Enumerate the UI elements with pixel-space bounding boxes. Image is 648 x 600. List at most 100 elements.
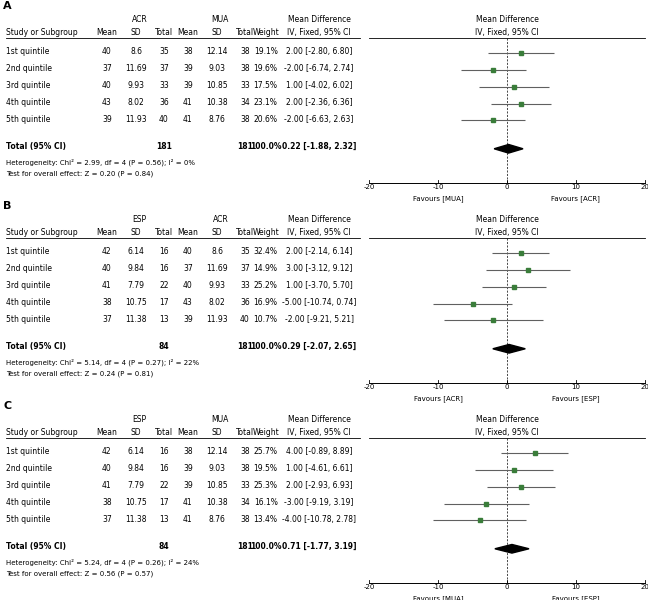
Text: 4th quintile: 4th quintile: [6, 497, 51, 506]
Polygon shape: [494, 145, 523, 153]
Text: 20: 20: [640, 384, 648, 390]
Text: 35: 35: [240, 247, 250, 256]
Text: 9.93: 9.93: [209, 281, 226, 290]
Text: 2.00 [-2.80, 6.80]: 2.00 [-2.80, 6.80]: [286, 47, 353, 56]
Text: 11.38: 11.38: [125, 314, 147, 323]
Text: 39: 39: [183, 481, 193, 490]
Text: 7.79: 7.79: [128, 281, 145, 290]
Text: 33: 33: [159, 81, 169, 90]
Text: SD: SD: [131, 229, 141, 238]
Text: 38: 38: [240, 464, 249, 473]
Text: 38: 38: [183, 47, 192, 56]
Text: 6.14: 6.14: [128, 447, 145, 456]
Text: 40: 40: [102, 464, 112, 473]
Text: MUA: MUA: [212, 16, 229, 25]
Text: 9.03: 9.03: [209, 464, 226, 473]
Text: 20.6%: 20.6%: [253, 115, 278, 124]
Text: 38: 38: [102, 497, 111, 506]
Text: 11.69: 11.69: [125, 64, 147, 73]
Text: 2.00 [-2.14, 6.14]: 2.00 [-2.14, 6.14]: [286, 247, 353, 256]
Text: 37: 37: [183, 264, 193, 273]
Text: Favours [ACR]: Favours [ACR]: [414, 395, 463, 402]
Text: 181: 181: [237, 343, 253, 352]
Text: 3.00 [-3.12, 9.12]: 3.00 [-3.12, 9.12]: [286, 264, 353, 273]
Text: 37: 37: [102, 314, 112, 323]
Text: 4th quintile: 4th quintile: [6, 298, 51, 307]
Text: 0: 0: [505, 184, 509, 190]
Text: 1.00 [-3.70, 5.70]: 1.00 [-3.70, 5.70]: [286, 281, 353, 290]
Text: ACR: ACR: [213, 215, 228, 224]
Text: 38: 38: [102, 298, 111, 307]
Text: 20: 20: [640, 584, 648, 590]
Text: Mean: Mean: [97, 28, 117, 37]
Text: 3rd quintile: 3rd quintile: [6, 481, 51, 490]
Text: -10: -10: [432, 184, 444, 190]
Text: SD: SD: [212, 428, 222, 437]
Text: 16: 16: [159, 447, 168, 456]
Text: 16.1%: 16.1%: [254, 497, 277, 506]
Text: Study or Subgroup: Study or Subgroup: [6, 28, 78, 37]
Text: 32.4%: 32.4%: [253, 247, 278, 256]
Text: Total: Total: [155, 28, 173, 37]
Text: SD: SD: [131, 428, 141, 437]
Text: -4.00 [-10.78, 2.78]: -4.00 [-10.78, 2.78]: [282, 515, 356, 524]
Polygon shape: [493, 344, 526, 353]
Text: 16: 16: [159, 464, 168, 473]
Text: Heterogeneity: Chi² = 5.14, df = 4 (P = 0.27); I² = 22%: Heterogeneity: Chi² = 5.14, df = 4 (P = …: [6, 358, 200, 366]
Text: 5th quintile: 5th quintile: [6, 515, 51, 524]
Text: 14.9%: 14.9%: [253, 264, 278, 273]
Text: 41: 41: [183, 497, 192, 506]
Text: 84: 84: [159, 542, 169, 551]
Text: 4th quintile: 4th quintile: [6, 98, 51, 107]
Text: Test for overall effect: Z = 0.20 (P = 0.84): Test for overall effect: Z = 0.20 (P = 0…: [6, 171, 154, 177]
Text: 35: 35: [159, 47, 169, 56]
Text: 43: 43: [102, 98, 112, 107]
Text: 37: 37: [102, 64, 112, 73]
Text: Mean Difference: Mean Difference: [476, 415, 538, 424]
Text: 10.38: 10.38: [206, 98, 228, 107]
Text: 8.02: 8.02: [128, 98, 145, 107]
Text: IV, Fixed, 95% CI: IV, Fixed, 95% CI: [475, 28, 539, 37]
Text: C: C: [3, 401, 12, 411]
Text: 0.22 [-1.88, 2.32]: 0.22 [-1.88, 2.32]: [282, 142, 356, 151]
Text: 37: 37: [102, 515, 112, 524]
Text: 2nd quintile: 2nd quintile: [6, 464, 52, 473]
Text: 12.14: 12.14: [206, 447, 228, 456]
Text: A: A: [3, 1, 12, 11]
Text: 40: 40: [102, 264, 112, 273]
Text: 19.6%: 19.6%: [253, 64, 278, 73]
Text: Mean Difference: Mean Difference: [288, 215, 351, 224]
Text: 5th quintile: 5th quintile: [6, 314, 51, 323]
Text: 39: 39: [183, 64, 193, 73]
Text: Weight: Weight: [252, 428, 279, 437]
Text: 33: 33: [240, 81, 250, 90]
Text: 9.84: 9.84: [128, 264, 145, 273]
Text: 181: 181: [237, 542, 253, 551]
Polygon shape: [495, 544, 529, 553]
Text: Mean Difference: Mean Difference: [288, 16, 351, 25]
Text: 10.7%: 10.7%: [253, 314, 278, 323]
Text: IV, Fixed, 95% CI: IV, Fixed, 95% CI: [287, 229, 351, 238]
Text: 10.85: 10.85: [206, 481, 228, 490]
Text: Total: Total: [155, 229, 173, 238]
Text: Study or Subgroup: Study or Subgroup: [6, 428, 78, 437]
Text: 1.00 [-4.61, 6.61]: 1.00 [-4.61, 6.61]: [286, 464, 353, 473]
Text: 7.79: 7.79: [128, 481, 145, 490]
Text: Test for overall effect: Z = 0.56 (P = 0.57): Test for overall effect: Z = 0.56 (P = 0…: [6, 571, 154, 577]
Text: SD: SD: [212, 28, 222, 37]
Text: 8.76: 8.76: [209, 115, 226, 124]
Text: 33: 33: [240, 481, 250, 490]
Text: 19.1%: 19.1%: [254, 47, 277, 56]
Text: 22: 22: [159, 481, 168, 490]
Text: B: B: [3, 201, 12, 211]
Text: 10: 10: [572, 184, 581, 190]
Text: 39: 39: [183, 81, 193, 90]
Text: 2nd quintile: 2nd quintile: [6, 264, 52, 273]
Text: IV, Fixed, 95% CI: IV, Fixed, 95% CI: [475, 428, 539, 437]
Text: Heterogeneity: Chi² = 5.24, df = 4 (P = 0.26); I² = 24%: Heterogeneity: Chi² = 5.24, df = 4 (P = …: [6, 559, 200, 566]
Text: 13: 13: [159, 314, 168, 323]
Text: Favours [ACR]: Favours [ACR]: [551, 196, 600, 202]
Text: Heterogeneity: Chi² = 2.99, df = 4 (P = 0.56); I² = 0%: Heterogeneity: Chi² = 2.99, df = 4 (P = …: [6, 158, 196, 166]
Text: MUA: MUA: [212, 415, 229, 424]
Text: 181: 181: [156, 142, 172, 151]
